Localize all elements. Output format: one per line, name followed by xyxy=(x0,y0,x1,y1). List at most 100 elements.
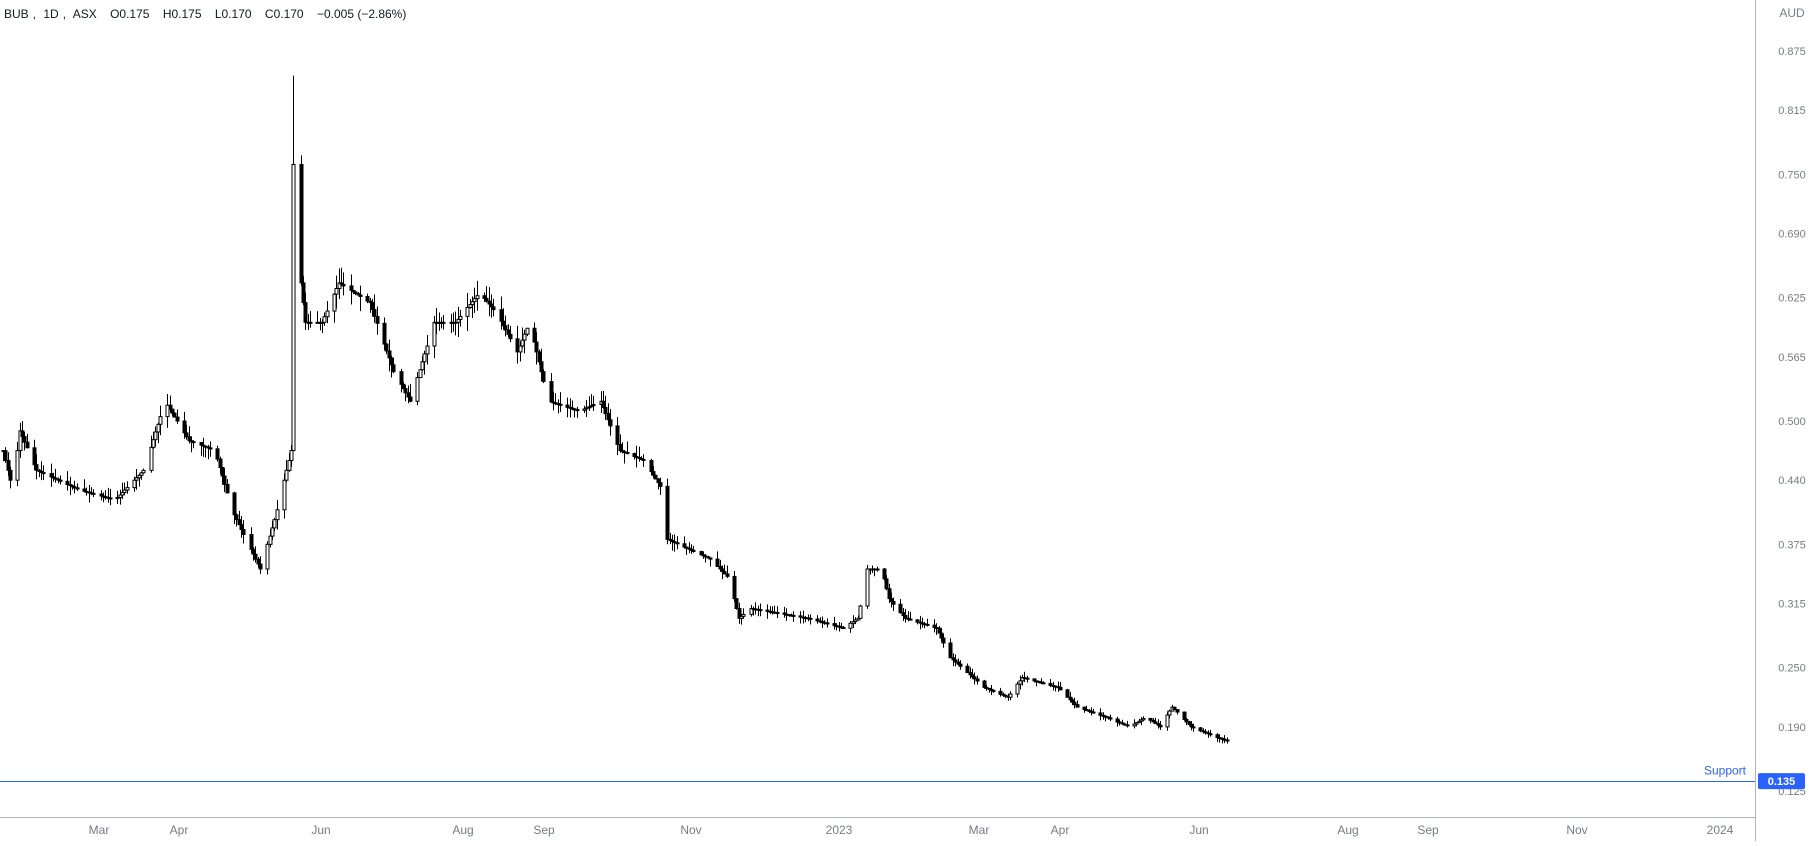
candle-body xyxy=(391,364,396,373)
candle-body xyxy=(1091,711,1096,714)
candle-body xyxy=(675,542,680,545)
time-tick-label: Sep xyxy=(533,823,555,837)
candle-body xyxy=(382,322,387,345)
candle-body xyxy=(65,480,70,486)
support-label: Support xyxy=(1704,764,1747,778)
candle-body xyxy=(520,339,525,347)
candle-body xyxy=(420,361,425,371)
candle-body xyxy=(170,408,175,414)
candle-body xyxy=(758,609,763,612)
price-tick-label: 0.815 xyxy=(1778,105,1806,117)
time-tick-label: Aug xyxy=(452,823,473,837)
candle-body xyxy=(732,575,737,600)
candle-body xyxy=(208,447,213,450)
candle-body xyxy=(403,388,408,394)
candle-body xyxy=(191,441,196,444)
candle-body xyxy=(725,573,730,577)
candle-body xyxy=(618,443,623,452)
candle-body xyxy=(108,497,113,500)
price-tick-label: 0.315 xyxy=(1778,599,1806,611)
candle-body xyxy=(882,568,887,580)
candle-body xyxy=(982,680,987,688)
candle-body xyxy=(775,612,780,615)
candle-body xyxy=(282,479,287,511)
candle-body xyxy=(399,371,404,385)
candle-body xyxy=(187,436,192,442)
candle-body xyxy=(948,642,953,659)
candle-body xyxy=(308,321,313,324)
candle-body xyxy=(365,296,370,302)
time-tick-label: Apr xyxy=(1051,823,1070,837)
time-axis[interactable]: Mar Apr Jun Aug Sep Nov 2023 Mar Apr Jun Aug Sep Nov… xyxy=(0,817,1755,838)
candle-body xyxy=(615,425,620,445)
candle-body xyxy=(575,409,580,412)
candle-body xyxy=(151,439,156,448)
support-layer: Support xyxy=(0,764,1755,782)
candle-body xyxy=(549,381,554,403)
candle-body xyxy=(220,467,225,477)
time-tick-label: Mar xyxy=(89,823,110,837)
legend-high: H0.175 xyxy=(162,7,202,21)
candle-body xyxy=(91,492,96,495)
candle-body xyxy=(25,441,30,449)
candle-body xyxy=(649,459,654,473)
candle-body xyxy=(287,459,292,471)
legend-change: −0.005 (−2.86%) xyxy=(316,7,407,21)
candle-body xyxy=(925,623,930,626)
candle-body xyxy=(1148,717,1153,721)
legend-interval: 1D xyxy=(43,7,59,21)
candle-body xyxy=(175,416,180,422)
candle-body xyxy=(425,345,430,355)
candle-body xyxy=(132,479,137,489)
candle-body xyxy=(722,570,727,575)
price-tick-label: 0.500 xyxy=(1778,416,1806,428)
price-tick-label: 0.690 xyxy=(1778,229,1806,241)
candle-body xyxy=(958,663,963,667)
candle-body xyxy=(1208,733,1213,736)
candle-body xyxy=(703,555,708,558)
candle-body xyxy=(1108,717,1113,720)
candle-body xyxy=(225,483,230,494)
candle-body xyxy=(41,472,46,475)
candle-body xyxy=(15,450,20,481)
price-tick-label: 0.375 xyxy=(1778,539,1806,551)
legend-exchange: ASX xyxy=(72,7,97,21)
candle-body xyxy=(418,369,423,379)
candle-body xyxy=(522,333,527,341)
candle-body xyxy=(389,357,394,366)
candle-body xyxy=(249,533,254,550)
candle-body xyxy=(1172,706,1177,711)
candle-body xyxy=(141,469,146,474)
candle-body xyxy=(408,396,413,402)
candle-body xyxy=(791,614,796,617)
candle-body xyxy=(798,615,803,618)
candle-body xyxy=(975,678,980,682)
candle-body xyxy=(134,477,139,481)
candle-body xyxy=(1153,721,1158,725)
price-tick-label: 0.625 xyxy=(1778,293,1806,305)
candle-body xyxy=(458,315,463,320)
candle-body xyxy=(891,600,896,605)
candle-body xyxy=(218,458,223,469)
time-tick-label: Nov xyxy=(1566,823,1587,837)
candle-body xyxy=(887,588,892,600)
candle-body xyxy=(453,321,458,324)
candle-body xyxy=(465,307,470,317)
candle-body xyxy=(853,619,858,623)
candle-body xyxy=(384,343,389,352)
candle-body xyxy=(301,282,306,304)
candle-body xyxy=(58,479,63,482)
candle-body xyxy=(270,527,275,537)
legend-symbol[interactable]: BUB xyxy=(4,7,29,21)
candle-body xyxy=(1134,722,1139,725)
candle-body xyxy=(1198,727,1203,732)
candle-body xyxy=(506,329,511,335)
legend-open: O0.175 xyxy=(110,7,150,21)
candle-body xyxy=(156,423,161,433)
price-tick-label: 0.750 xyxy=(1778,169,1806,181)
price-axis[interactable]: AUD 0.875 0.815 0.750 0.690 0.625 0.565 0.500 0.… xyxy=(1755,0,1806,841)
candle-body xyxy=(625,452,630,455)
candle-body xyxy=(603,406,608,415)
